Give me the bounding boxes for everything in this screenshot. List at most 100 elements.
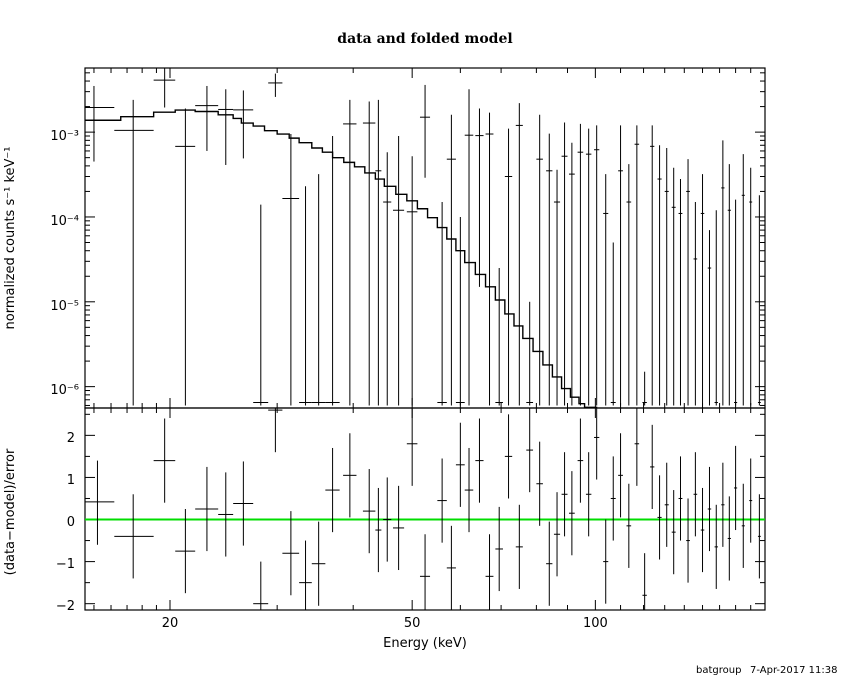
spectrum-axis-ticks (85, 68, 766, 408)
data-point (686, 159, 690, 406)
residual-point (446, 525, 456, 610)
y-axis-title-spectrum: normalized counts s⁻¹ keV⁻¹ (3, 147, 18, 330)
data-point (618, 125, 623, 406)
data-point (515, 103, 523, 406)
residual-point (650, 424, 655, 509)
data-point (594, 125, 600, 406)
footer-credit: batgroup (696, 665, 741, 676)
data-point (325, 136, 340, 406)
data-point (657, 145, 662, 406)
data-point (707, 230, 712, 406)
residual-point (657, 475, 662, 560)
residual-point (693, 452, 698, 537)
residual-point (585, 452, 592, 537)
y-axis-title-residuals: (data−model)/error (3, 448, 18, 575)
data-point (464, 89, 474, 406)
y-tick-label-1e-5: 10⁻⁵ (50, 299, 79, 314)
residual-point (707, 466, 712, 552)
residual-point (437, 458, 447, 543)
data-point (406, 156, 418, 406)
data-point (392, 136, 405, 406)
data-point (526, 301, 534, 406)
residual-point (721, 462, 725, 547)
data-point (311, 174, 326, 406)
residual-point (515, 504, 523, 589)
data-point (114, 99, 154, 406)
data-point (253, 204, 269, 406)
data-point (741, 154, 745, 406)
residual-y-tick-0: 0 (67, 515, 75, 530)
data-point (268, 73, 283, 97)
residual-point (561, 452, 568, 537)
data-point (485, 112, 494, 406)
residual-point (618, 433, 623, 518)
data-point (475, 108, 484, 287)
residual-point (700, 487, 705, 573)
y-tick-label-1e-3: 10⁻³ (50, 129, 79, 144)
residual-point (603, 519, 609, 604)
data-point (693, 202, 698, 406)
residual-y-tick-1: 1 (67, 473, 75, 488)
data-point (650, 125, 655, 406)
data-point (585, 128, 592, 406)
x-axis-title: Energy (keV) (383, 636, 467, 651)
data-point (504, 128, 513, 406)
x-tick-label-50: 50 (404, 616, 421, 631)
residual-point (299, 540, 312, 610)
data-point (85, 85, 115, 162)
data-point (610, 242, 616, 406)
residual-point (282, 511, 300, 596)
residual-point (577, 418, 584, 503)
residual-point (233, 461, 254, 546)
data-point (757, 195, 761, 406)
residual-point (419, 534, 431, 610)
residual-point (253, 561, 269, 610)
data-point (233, 90, 254, 159)
residual-point (626, 483, 632, 568)
data-point (577, 123, 584, 406)
residual-point (392, 485, 405, 571)
data-point (299, 186, 312, 406)
residual-point (485, 534, 494, 610)
residual-point (504, 414, 513, 499)
residual-y-tick-2: 2 (67, 431, 75, 446)
residual-point (610, 456, 616, 541)
residual-point (268, 408, 283, 453)
data-point (734, 199, 738, 406)
residual-point (749, 458, 753, 543)
data-point (561, 122, 568, 406)
data-point (495, 268, 503, 406)
data-point (455, 216, 465, 406)
residual-point (153, 418, 176, 503)
residual-point (85, 460, 115, 545)
residual-point (114, 494, 154, 579)
data-point (727, 164, 731, 406)
data-point (153, 68, 176, 108)
residual-point (218, 472, 234, 557)
residual-point (546, 521, 553, 606)
data-point (218, 89, 234, 165)
residual-point (741, 483, 745, 568)
residual-point (362, 469, 376, 554)
residual-point (727, 496, 731, 581)
folded-model-series (85, 109, 598, 409)
data-point (419, 84, 431, 178)
residual-point (325, 447, 340, 533)
data-point (642, 371, 647, 406)
residual-point (642, 553, 647, 610)
residual-y-tick-minus-2: −2 (56, 599, 75, 614)
data-point (749, 167, 753, 406)
residual-point (664, 462, 669, 547)
residual-point (464, 447, 474, 533)
residual-point (536, 441, 543, 526)
residual-point (553, 492, 561, 577)
data-point (362, 101, 376, 406)
residual-point (195, 466, 219, 552)
residual-point (375, 487, 382, 573)
data-point (343, 99, 357, 406)
data-point (175, 108, 196, 406)
data-point (553, 169, 561, 406)
footer-timestamp: 7-Apr-2017 11:38 (750, 665, 837, 676)
data-point (568, 142, 575, 406)
residual-point (634, 408, 640, 486)
